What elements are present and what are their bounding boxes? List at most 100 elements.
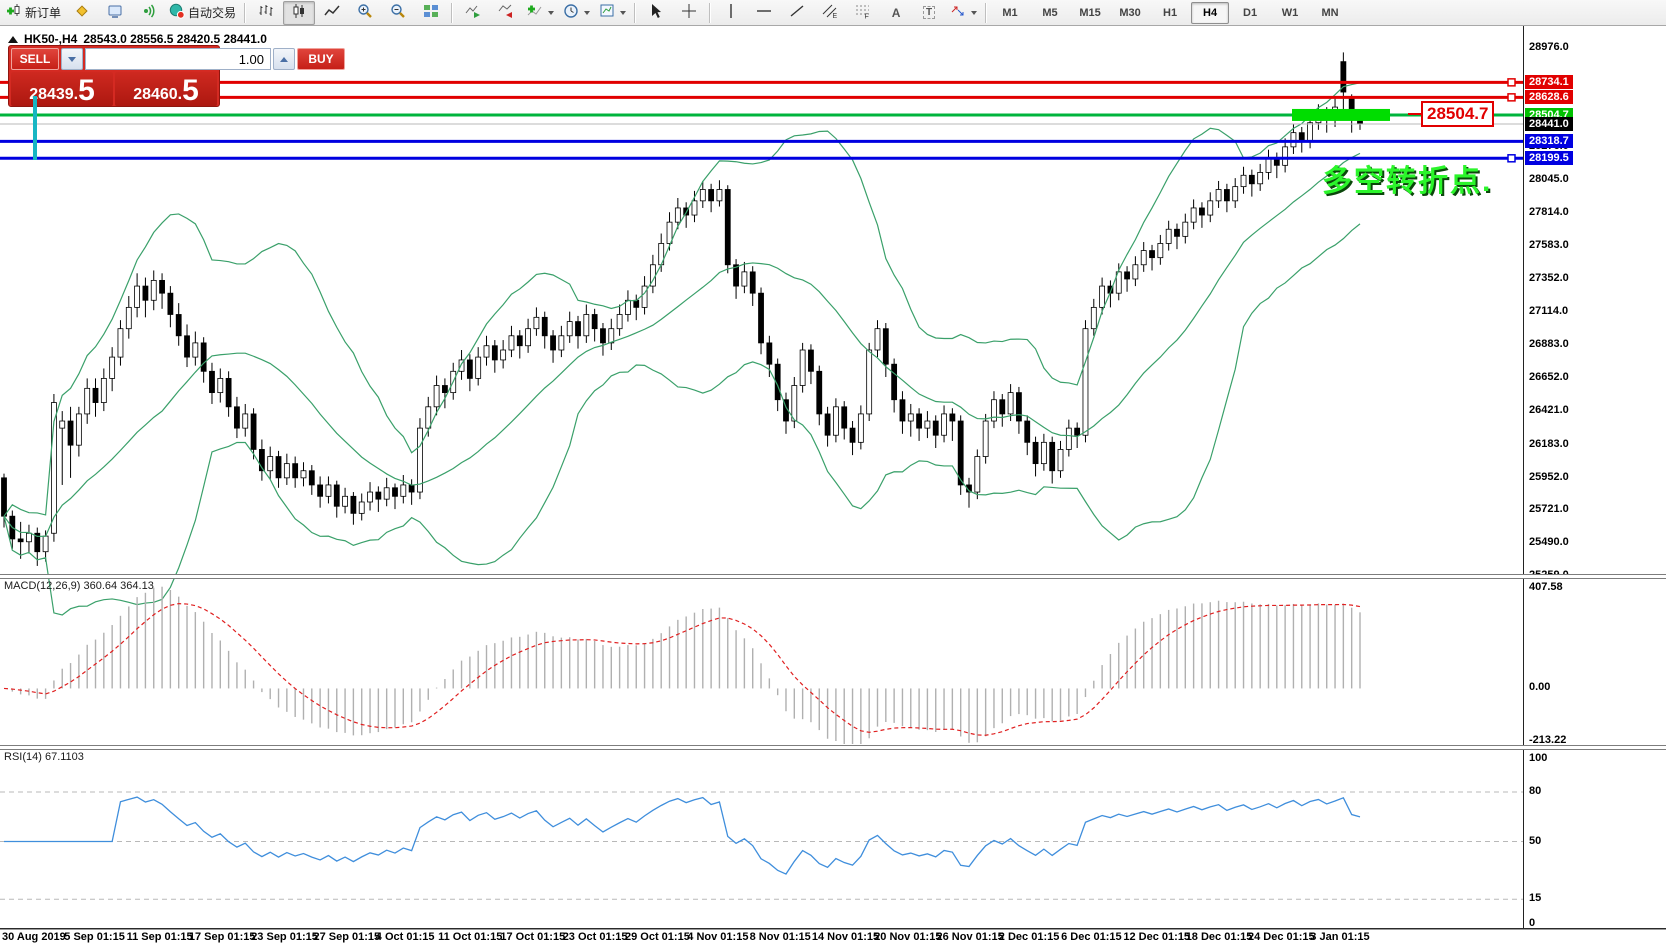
zoom-in-button[interactable] (349, 1, 381, 25)
svg-text:F: F (865, 14, 869, 20)
axis-tick-label: 27814.0 (1529, 206, 1569, 219)
arrows-icon (950, 3, 966, 22)
trendline-button[interactable] (781, 1, 813, 25)
bar-chart-button[interactable] (250, 1, 282, 25)
axis-tick-label: 0.00 (1529, 681, 1551, 694)
autotrading-button[interactable]: 自动交易 (165, 1, 240, 25)
time-axis-label: 17 Sep 01:15 (188, 931, 256, 943)
chart-shift-button[interactable] (490, 1, 522, 25)
axis-tick-label: 25721.0 (1529, 503, 1569, 516)
axis-tick-label: 27583.0 (1529, 238, 1569, 251)
volume-increase-button[interactable] (273, 48, 295, 70)
candlestick-chart-icon (291, 3, 307, 22)
collapse-panel-icon[interactable] (8, 35, 18, 43)
toolbar-separator (244, 2, 247, 23)
price-level-badge: 28441.0 (1525, 116, 1573, 131)
callout-connector-line (1408, 113, 1421, 115)
volume-input[interactable] (85, 48, 271, 70)
timeframe-button-m5[interactable]: M5 (1042, 6, 1058, 19)
sell-button[interactable]: SELL (11, 48, 59, 70)
auto-scroll-button[interactable] (457, 1, 489, 25)
time-axis-label: 12 Dec 01:15 (1123, 931, 1191, 943)
chart-ohlc-title: HK50-,H4 28543.0 28556.5 28420.5 28441.0 (8, 32, 267, 46)
time-axis-label: 6 Dec 01:15 (1061, 931, 1122, 943)
buy-price-button[interactable]: 28460. 5 (115, 72, 217, 106)
tile-windows-button[interactable] (415, 1, 447, 25)
indicators-caret (548, 10, 555, 15)
timeframe-button-m30[interactable]: M30 (1119, 6, 1141, 19)
time-axis-label: 27 Sep 01:15 (313, 931, 381, 943)
timeframe-button-mn[interactable]: MN (1321, 6, 1339, 19)
chart-shift-icon (498, 3, 514, 22)
new-order-label: 新订单 (25, 6, 62, 20)
timeframe-button-m15[interactable]: M15 (1079, 6, 1101, 19)
timeframe-button-d1[interactable]: D1 (1243, 6, 1258, 19)
zoom-in-icon (357, 3, 373, 22)
vertical-line-button[interactable] (715, 1, 747, 25)
sell-price-button[interactable]: 28439. 5 (11, 72, 113, 106)
market-watch-icon (74, 3, 90, 22)
buy-button[interactable]: BUY (297, 48, 345, 70)
timeframe-button-h1[interactable]: H1 (1163, 6, 1178, 19)
terminal-icon (107, 3, 123, 22)
candlestick-chart-button[interactable] (283, 0, 316, 25)
axis-tick-label: 28976.0 (1529, 41, 1569, 53)
time-axis-label: 11 Sep 01:15 (126, 931, 193, 943)
timeframe-button-w1[interactable]: W1 (1281, 6, 1299, 19)
horizontal-line-icon (756, 3, 772, 22)
time-axis[interactable]: 30 Aug 2019 5 Sep 01:15 11 Sep 01:15 17 Sep… (0, 928, 1666, 944)
arrows-tool-button[interactable] (946, 1, 981, 25)
signals-button[interactable] (132, 1, 164, 25)
vertical-line-icon (723, 3, 739, 22)
symbol-period-label: HK50-,H4 (24, 32, 78, 46)
fibonacci-button[interactable]: F (847, 1, 879, 25)
label-tool-button[interactable]: T (913, 1, 945, 25)
callout-price-label: 28504.7 (1421, 101, 1495, 127)
market-watch-button[interactable] (66, 1, 98, 25)
time-axis-label: 23 Oct 01:15 (562, 931, 628, 943)
timeframe-button-m1[interactable]: M1 (1002, 6, 1018, 19)
periods-button[interactable] (559, 1, 594, 25)
time-axis-label: 14 Nov 01:15 (811, 931, 880, 943)
equidistant-channel-button[interactable]: E (814, 1, 846, 25)
time-axis-label: 8 Nov 01:15 (749, 931, 811, 943)
line-chart-button[interactable] (316, 1, 348, 25)
clock-icon (563, 3, 579, 22)
channel-icon: E (822, 3, 838, 22)
time-axis-label: 26 Nov 01:15 (936, 931, 1004, 943)
line-chart-icon (324, 3, 340, 22)
auto-scroll-icon (465, 3, 481, 22)
new-order-button[interactable]: 新订单 (2, 1, 65, 25)
text-tool-icon: A (891, 5, 901, 20)
volume-decrease-button[interactable] (61, 48, 83, 70)
cursor-button[interactable] (640, 1, 672, 25)
rsi-panel-separator[interactable] (0, 745, 1666, 750)
axis-tick-label: 25490.0 (1529, 536, 1569, 549)
macd-panel-separator[interactable] (0, 574, 1666, 579)
timeframe-bar: M1 M5 M15 M30 H1 H4 D1 W1 MN (991, 1, 1349, 24)
spin-up-icon (280, 56, 288, 62)
time-axis-label: 24 Dec 01:15 (1248, 931, 1315, 943)
crosshair-button[interactable] (673, 1, 705, 25)
axis-tick-label: 26883.0 (1529, 338, 1569, 351)
time-axis-label: 4 Nov 01:15 (687, 931, 749, 943)
text-tool-button[interactable]: A (880, 1, 912, 25)
price-axis[interactable]: 28976.028745.028514.028276.028045.027814… (1524, 26, 1666, 929)
zoom-out-button[interactable] (382, 1, 414, 25)
indicators-button[interactable] (523, 1, 558, 25)
timeframe-button-h4[interactable]: H4 (1191, 1, 1230, 24)
price-level-badge: 28199.5 (1525, 151, 1573, 166)
periods-caret (584, 10, 591, 15)
price-callout[interactable]: 28504.7 (1408, 101, 1495, 127)
terminal-button[interactable] (99, 1, 131, 25)
axis-tick-label: -213.22 (1529, 734, 1567, 746)
templates-icon (599, 3, 615, 22)
time-axis-label: 5 Sep 01:15 (64, 931, 125, 943)
templates-button[interactable] (595, 1, 630, 25)
tile-windows-icon (423, 3, 439, 22)
ohlc-values: 28543.0 28556.5 28420.5 28441.0 (83, 32, 267, 46)
horizontal-line-button[interactable] (748, 1, 780, 25)
axis-tick-label: 15 (1529, 892, 1542, 905)
